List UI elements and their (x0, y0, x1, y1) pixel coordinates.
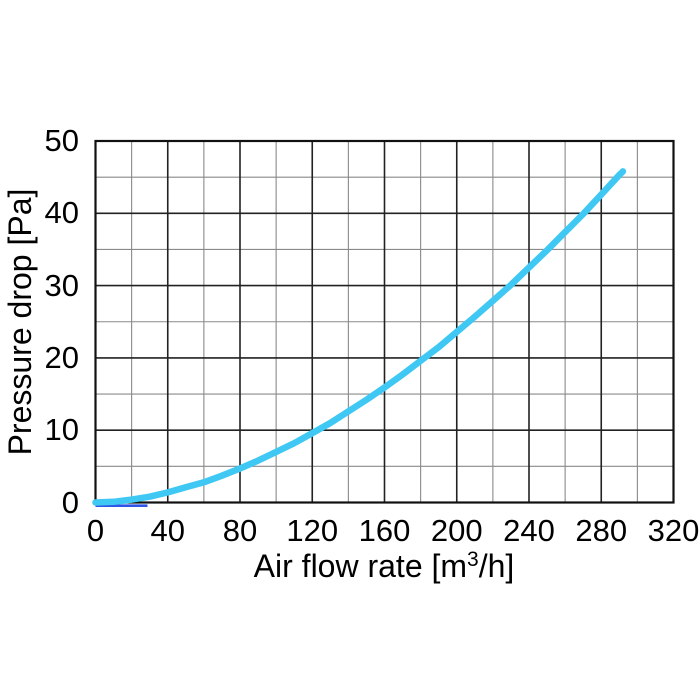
y-tick-label: 10 (44, 412, 79, 448)
x-axis-label: Air flow rate [m3/h] (184, 548, 584, 585)
x-tick-label: 80 (222, 513, 258, 548)
y-tick-label: 0 (61, 484, 79, 520)
x-tick-label: 320 (647, 513, 700, 548)
grid-major-lines (95, 141, 674, 503)
y-axis-label: Pressure drop [Pa] (2, 188, 38, 456)
x-tick-label: 240 (503, 513, 555, 548)
x-axis-label-text-pre: Air flow rate [m (253, 548, 468, 584)
x-axis-label-text-post: /h] (478, 548, 515, 584)
x-tick-label: 160 (358, 513, 411, 548)
pressure-drop-curve (92, 168, 627, 506)
y-tick-label: 30 (44, 267, 79, 303)
x-tick-label: 120 (286, 513, 339, 548)
x-axis-label-superscript: 3 (467, 548, 479, 571)
x-tick-label: 0 (86, 513, 105, 548)
y-tick-label: 40 (44, 195, 79, 231)
x-tick-label: 280 (575, 513, 628, 548)
plot-frame (94, 139, 675, 504)
x-tick-label: 40 (150, 513, 185, 548)
y-tick-label: 50 (44, 123, 79, 158)
y-tick-label: 20 (44, 339, 79, 375)
x-tick-label: 200 (430, 513, 483, 548)
